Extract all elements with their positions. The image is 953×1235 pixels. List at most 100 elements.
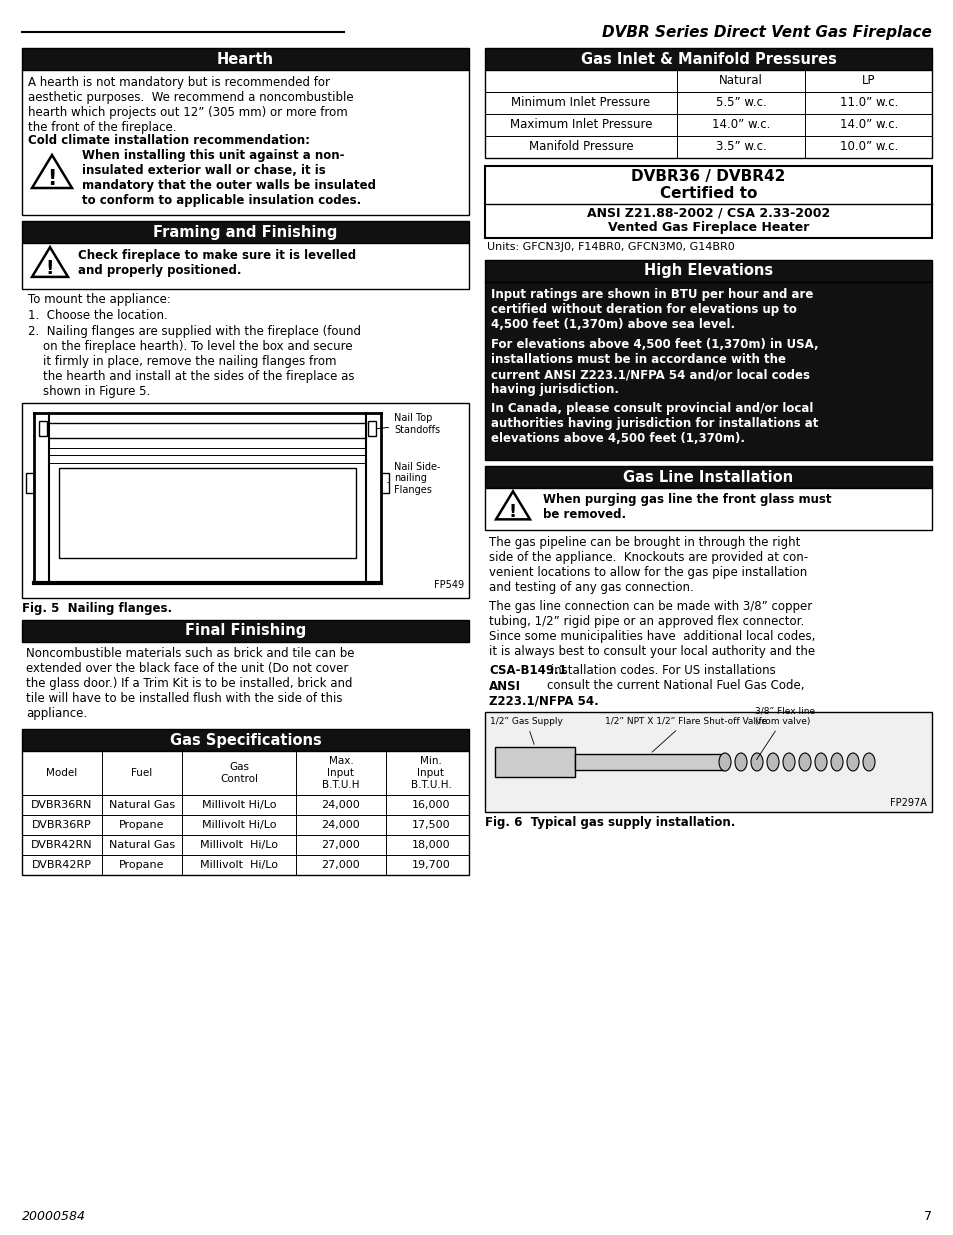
Text: Min.
Input
B.T.U.H.: Min. Input B.T.U.H. xyxy=(410,756,451,789)
Text: High Elevations: High Elevations xyxy=(643,263,772,279)
Ellipse shape xyxy=(799,753,810,771)
Text: Natural Gas: Natural Gas xyxy=(109,800,175,810)
Text: !: ! xyxy=(48,169,56,189)
FancyBboxPatch shape xyxy=(22,403,469,598)
Text: Max.
Input
B.T.U.H: Max. Input B.T.U.H xyxy=(322,756,359,789)
Text: The gas line connection can be made with 3/8” copper
tubing, 1/2” rigid pipe or : The gas line connection can be made with… xyxy=(489,600,815,658)
Text: Final Finishing: Final Finishing xyxy=(185,624,306,638)
Text: Gas Line Installation: Gas Line Installation xyxy=(622,469,793,484)
Text: Hearth: Hearth xyxy=(216,52,274,67)
FancyBboxPatch shape xyxy=(484,261,931,282)
Ellipse shape xyxy=(750,753,762,771)
Ellipse shape xyxy=(734,753,746,771)
Text: 7: 7 xyxy=(923,1210,931,1224)
Text: 20000584: 20000584 xyxy=(22,1210,86,1224)
Ellipse shape xyxy=(782,753,794,771)
Text: Propane: Propane xyxy=(119,820,165,830)
Text: Cold climate installation recommendation:: Cold climate installation recommendation… xyxy=(28,135,310,147)
Text: In Canada, please consult provincial and/or local
authorities having jurisdictio: In Canada, please consult provincial and… xyxy=(491,403,818,445)
Text: installation codes. For US installations
consult the current National Fuel Gas C: installation codes. For US installations… xyxy=(546,664,807,692)
FancyBboxPatch shape xyxy=(484,48,931,70)
Text: 16,000: 16,000 xyxy=(412,800,450,810)
Text: DVBR42RN: DVBR42RN xyxy=(31,840,92,850)
FancyBboxPatch shape xyxy=(484,70,931,158)
Text: Model: Model xyxy=(47,768,77,778)
Text: 19,700: 19,700 xyxy=(411,860,450,869)
FancyBboxPatch shape xyxy=(484,165,931,238)
Text: FP297A: FP297A xyxy=(889,798,926,808)
Text: !: ! xyxy=(508,503,517,521)
Text: Nail Top
Standoffs: Nail Top Standoffs xyxy=(376,414,439,435)
Text: 24,000: 24,000 xyxy=(321,820,360,830)
Text: !: ! xyxy=(46,259,54,278)
Text: DVBR42RP: DVBR42RP xyxy=(32,860,91,869)
Polygon shape xyxy=(496,492,530,520)
FancyBboxPatch shape xyxy=(368,421,375,436)
Text: 10.0” w.c.: 10.0” w.c. xyxy=(839,141,897,153)
Text: Natural: Natural xyxy=(719,74,762,88)
Text: Fig. 5  Nailing flanges.: Fig. 5 Nailing flanges. xyxy=(22,601,172,615)
Text: When purging gas line the front glass must
be removed.: When purging gas line the front glass mu… xyxy=(542,493,831,521)
Text: ANSI Z21.88-2002 / CSA 2.33-2002: ANSI Z21.88-2002 / CSA 2.33-2002 xyxy=(586,206,829,220)
Text: 27,000: 27,000 xyxy=(321,840,360,850)
Text: DVBR Series Direct Vent Gas Fireplace: DVBR Series Direct Vent Gas Fireplace xyxy=(601,25,931,40)
Text: DVBR36 / DVBR42
Certified to: DVBR36 / DVBR42 Certified to xyxy=(631,169,785,201)
Text: 14.0” w.c.: 14.0” w.c. xyxy=(711,119,769,131)
Text: 14.0” w.c.: 14.0” w.c. xyxy=(839,119,897,131)
Text: 3/8” Flex line
(from valve): 3/8” Flex line (from valve) xyxy=(754,706,814,760)
FancyBboxPatch shape xyxy=(22,620,469,642)
Text: Input ratings are shown in BTU per hour and are
certified without deration for e: Input ratings are shown in BTU per hour … xyxy=(491,288,813,331)
Text: When installing this unit against a non-
insulated exterior wall or chase, it is: When installing this unit against a non-… xyxy=(82,149,375,207)
Text: 27,000: 27,000 xyxy=(321,860,360,869)
FancyBboxPatch shape xyxy=(22,243,469,289)
Text: DVBR36RP: DVBR36RP xyxy=(32,820,91,830)
Text: 2.  Nailing flanges are supplied with the fireplace (found
    on the fireplace : 2. Nailing flanges are supplied with the… xyxy=(28,325,360,398)
Text: LP: LP xyxy=(862,74,875,88)
Polygon shape xyxy=(32,156,71,188)
Text: 5.5” w.c.: 5.5” w.c. xyxy=(715,96,765,110)
Text: Units: GFCN3J0, F14BR0, GFCN3M0, G14BR0: Units: GFCN3J0, F14BR0, GFCN3M0, G14BR0 xyxy=(486,242,734,252)
FancyBboxPatch shape xyxy=(575,755,724,769)
Text: Noncombustible materials such as brick and tile can be
extended over the black f: Noncombustible materials such as brick a… xyxy=(26,647,355,720)
Text: CSA-B149.1: CSA-B149.1 xyxy=(489,664,566,677)
FancyBboxPatch shape xyxy=(22,48,469,70)
Ellipse shape xyxy=(846,753,858,771)
Text: Nail Side-
nailing
Flanges: Nail Side- nailing Flanges xyxy=(387,462,440,495)
FancyBboxPatch shape xyxy=(484,488,931,530)
Text: Gas Specifications: Gas Specifications xyxy=(170,732,321,747)
Text: Millivolt  Hi/Lo: Millivolt Hi/Lo xyxy=(200,860,277,869)
FancyBboxPatch shape xyxy=(484,713,931,811)
Text: 1/2” NPT X 1/2” Flare Shut-off Valve: 1/2” NPT X 1/2” Flare Shut-off Valve xyxy=(604,718,766,752)
Text: Millivolt  Hi/Lo: Millivolt Hi/Lo xyxy=(200,840,277,850)
Text: The gas pipeline can be brought in through the right
side of the appliance.  Kno: The gas pipeline can be brought in throu… xyxy=(489,536,807,594)
FancyBboxPatch shape xyxy=(22,751,469,876)
Text: Natural Gas: Natural Gas xyxy=(109,840,175,850)
FancyBboxPatch shape xyxy=(22,729,469,751)
Text: Fig. 6  Typical gas supply installation.: Fig. 6 Typical gas supply installation. xyxy=(484,816,735,829)
FancyBboxPatch shape xyxy=(26,473,34,493)
Polygon shape xyxy=(32,247,68,277)
FancyBboxPatch shape xyxy=(484,282,931,459)
Text: Gas
Control: Gas Control xyxy=(220,762,257,784)
Text: 3.5” w.c.: 3.5” w.c. xyxy=(715,141,765,153)
Text: 1/2” Gas Supply: 1/2” Gas Supply xyxy=(490,718,562,745)
FancyBboxPatch shape xyxy=(484,466,931,488)
FancyBboxPatch shape xyxy=(22,70,469,215)
Text: ANSI
Z223.1/NFPA 54.: ANSI Z223.1/NFPA 54. xyxy=(489,680,598,708)
Text: Maximum Inlet Pressure: Maximum Inlet Pressure xyxy=(509,119,652,131)
Text: 1.  Choose the location.: 1. Choose the location. xyxy=(28,309,168,322)
FancyBboxPatch shape xyxy=(59,468,355,558)
Text: Minimum Inlet Pressure: Minimum Inlet Pressure xyxy=(511,96,650,110)
Text: 24,000: 24,000 xyxy=(321,800,360,810)
FancyBboxPatch shape xyxy=(22,221,469,243)
FancyBboxPatch shape xyxy=(380,473,389,493)
Text: Gas Inlet & Manifold Pressures: Gas Inlet & Manifold Pressures xyxy=(580,52,836,67)
Text: Framing and Finishing: Framing and Finishing xyxy=(153,225,337,240)
Text: 17,500: 17,500 xyxy=(412,820,450,830)
Text: To mount the appliance:: To mount the appliance: xyxy=(28,293,171,306)
Text: For elevations above 4,500 feet (1,370m) in USA,
installations must be in accord: For elevations above 4,500 feet (1,370m)… xyxy=(491,338,818,396)
FancyBboxPatch shape xyxy=(495,747,575,777)
Text: Vented Gas Fireplace Heater: Vented Gas Fireplace Heater xyxy=(607,221,808,235)
Text: 18,000: 18,000 xyxy=(412,840,450,850)
Text: A hearth is not mandatory but is recommended for
aesthetic purposes.  We recomme: A hearth is not mandatory but is recomme… xyxy=(28,77,354,135)
